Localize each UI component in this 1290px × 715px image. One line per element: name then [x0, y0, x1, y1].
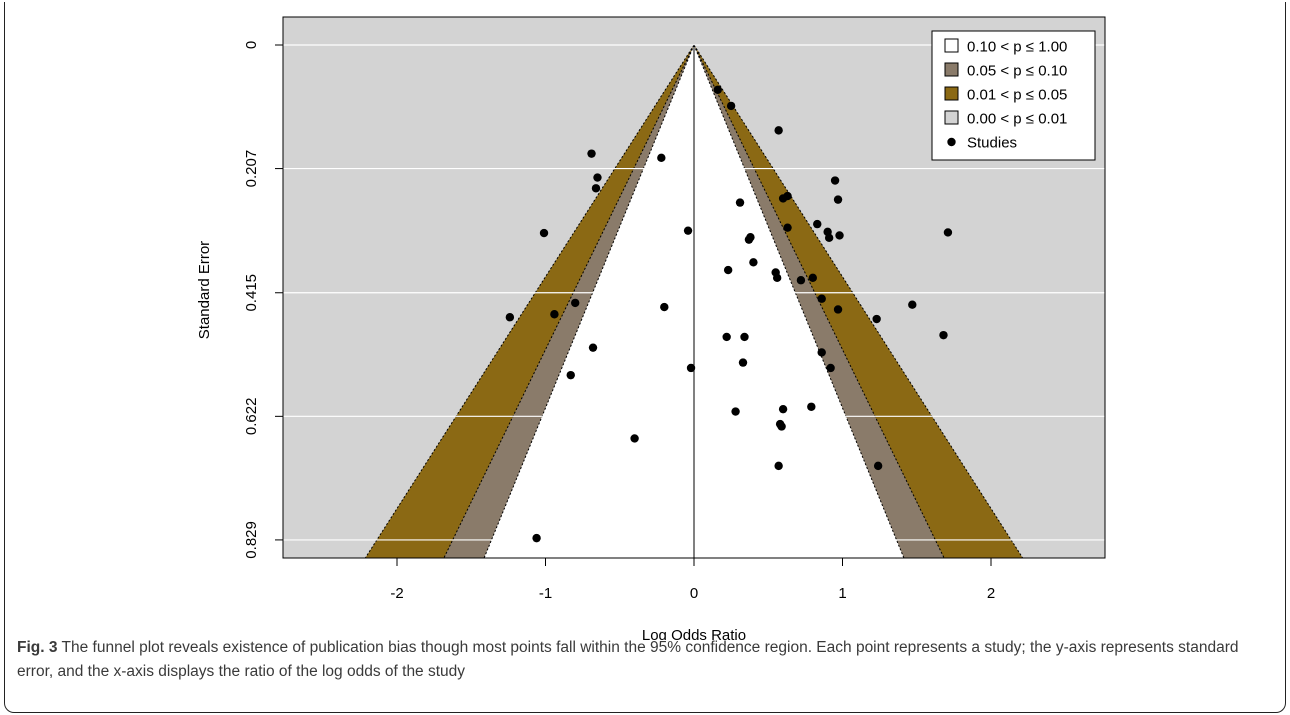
study-point	[683, 226, 693, 235]
study-point	[722, 332, 731, 342]
x-tick-label: 2	[987, 585, 995, 602]
study-point	[817, 294, 826, 303]
study-point	[778, 194, 788, 203]
legend-label: 0.05 < p ≤ 0.10	[967, 63, 1067, 80]
legend-swatch	[944, 86, 959, 101]
legend-box	[931, 30, 1096, 161]
study-point	[591, 184, 601, 193]
study-point	[808, 273, 817, 283]
study-point	[726, 101, 736, 111]
study-point	[505, 313, 515, 322]
study-point	[571, 298, 580, 308]
study-point	[830, 176, 840, 185]
study-point	[873, 461, 883, 471]
x-tick-label: 1	[838, 585, 846, 602]
funnel-plot: -2 -1 0 1 2 0 0.207 0.415 0.622 0.829 Log Odds R…	[196, 16, 1106, 640]
y-axis: 0 0.207 0.415 0.622 0.829	[243, 41, 284, 559]
study-point	[908, 300, 917, 309]
study-point	[723, 265, 733, 275]
x-axis-label: Log Odds Ratio	[642, 627, 746, 640]
x-tick-label: -1	[539, 585, 552, 602]
study-point	[774, 461, 783, 471]
y-tick-label: 0.415	[243, 274, 260, 312]
study-point	[566, 370, 575, 380]
study-point	[738, 358, 748, 367]
study-point	[588, 343, 598, 352]
caption-text: The funnel plot reveals existence of pub…	[17, 639, 1239, 680]
study-point	[939, 330, 948, 340]
study-points	[505, 85, 953, 543]
study-point	[735, 198, 745, 207]
study-point	[539, 228, 549, 238]
study-point	[772, 273, 782, 283]
study-point	[943, 228, 953, 237]
contour-boundary-line	[443, 44, 695, 558]
y-tick-label: 0.207	[243, 150, 260, 188]
contour-boundary-line	[693, 44, 1024, 558]
y-tick-label: 0.622	[243, 398, 260, 436]
contour-boundary-line	[693, 44, 905, 558]
study-point	[783, 223, 792, 232]
study-point	[630, 434, 639, 443]
study-point	[713, 85, 722, 94]
study-point	[749, 258, 758, 267]
legend: 0.10 < p ≤ 1.00 0.05 < p ≤ 0.10 0.01 < p ≤…	[931, 30, 1096, 161]
contour-boundary-line	[483, 44, 695, 558]
study-point	[550, 310, 559, 319]
study-point	[686, 363, 696, 373]
study-point	[817, 348, 826, 357]
legend-dot	[947, 137, 956, 147]
study-point	[824, 233, 834, 243]
contour-boundary-line	[364, 44, 695, 558]
study-point	[833, 195, 843, 204]
study-point	[777, 422, 786, 431]
study-point	[796, 276, 806, 285]
legend-label: 0.10 < p ≤ 1.00	[967, 39, 1067, 56]
legend-label: 0.01 < p ≤ 0.05	[967, 87, 1067, 104]
legend-label: 0.00 < p ≤ 0.01	[967, 111, 1067, 128]
study-point	[835, 231, 844, 240]
x-tick-label: -2	[390, 585, 403, 602]
study-point	[826, 363, 835, 373]
figure-caption: Fig. 3 The funnel plot reveals existence…	[17, 636, 1272, 684]
figure-label: Fig. 3	[17, 639, 58, 656]
study-point	[731, 407, 740, 416]
study-point	[740, 332, 749, 342]
study-point	[660, 302, 669, 312]
study-point	[593, 173, 602, 182]
study-point	[778, 404, 788, 414]
study-point	[872, 314, 881, 324]
study-point	[746, 233, 755, 242]
figure-frame	[4, 2, 1286, 713]
x-tick-label: 0	[690, 585, 698, 602]
y-axis-label: Standard Error	[196, 241, 213, 339]
study-point	[807, 402, 816, 411]
study-point	[587, 149, 596, 158]
study-point	[813, 219, 822, 229]
legend-swatch	[944, 62, 959, 77]
legend-label: Studies	[967, 135, 1017, 152]
study-point	[833, 305, 843, 314]
legend-swatch	[944, 110, 959, 125]
x-axis: -2 -1 0 1 2	[390, 557, 995, 602]
study-point	[532, 533, 541, 543]
y-tick-label: 0	[243, 41, 260, 49]
study-point	[774, 126, 783, 135]
study-point	[657, 153, 666, 163]
y-tick-label: 0.829	[243, 521, 260, 559]
legend-swatch	[944, 38, 959, 53]
